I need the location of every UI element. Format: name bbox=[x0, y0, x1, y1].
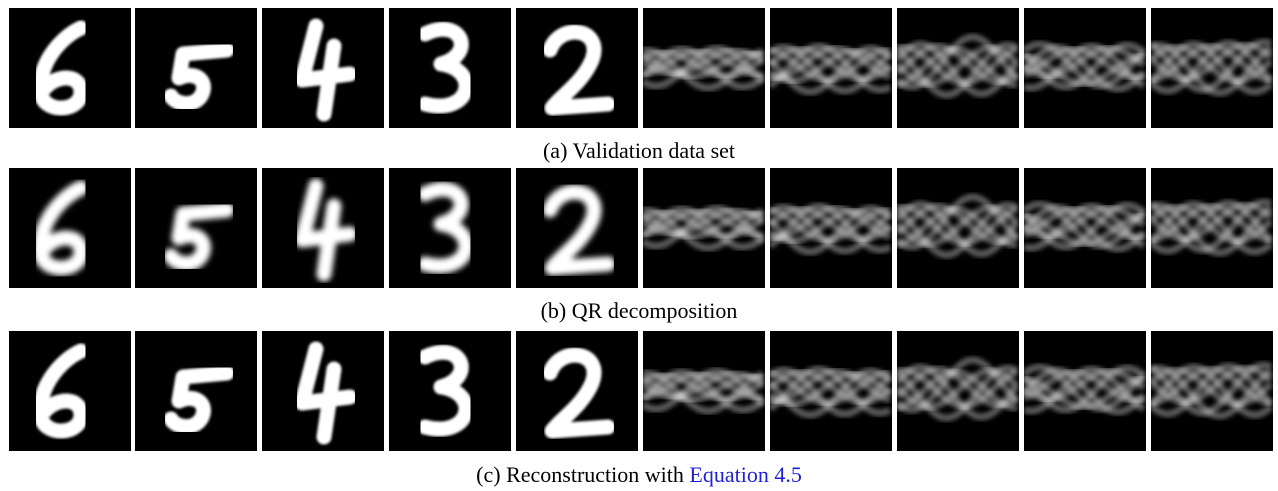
panel bbox=[643, 168, 765, 288]
panel bbox=[262, 8, 384, 128]
panel bbox=[1151, 331, 1273, 451]
panel bbox=[389, 8, 511, 128]
panel bbox=[770, 168, 892, 288]
panel bbox=[643, 331, 765, 451]
caption: (c) Reconstruction with Equation 4.5 bbox=[0, 462, 1278, 488]
panel bbox=[516, 168, 638, 288]
panel bbox=[389, 331, 511, 451]
panel-bg bbox=[135, 8, 257, 128]
figure bbox=[0, 0, 1278, 491]
caption: (a) Validation data set bbox=[0, 138, 1278, 164]
caption: (b) QR decomposition bbox=[0, 298, 1278, 324]
panel bbox=[1151, 8, 1273, 128]
panel bbox=[135, 8, 257, 128]
panel bbox=[262, 331, 384, 451]
panel bbox=[1151, 168, 1273, 288]
panel bbox=[135, 168, 257, 288]
panel bbox=[9, 168, 131, 288]
page: {"captions": [ {"text": "(a) Validation … bbox=[0, 0, 1278, 491]
panel bbox=[9, 331, 131, 451]
panel bbox=[1024, 331, 1146, 451]
panel bbox=[516, 331, 638, 451]
panel bbox=[770, 8, 892, 128]
panel bbox=[262, 168, 384, 288]
caption-text: (c) Reconstruction with bbox=[476, 462, 689, 487]
panel bbox=[135, 331, 257, 451]
panel bbox=[897, 168, 1019, 288]
panel bbox=[1024, 168, 1146, 288]
panel bbox=[643, 8, 765, 128]
panel bbox=[516, 8, 638, 128]
panel bbox=[1024, 8, 1146, 128]
panel-bg bbox=[135, 168, 257, 288]
panel-bg bbox=[135, 331, 257, 451]
panel bbox=[897, 8, 1019, 128]
panel bbox=[9, 8, 131, 128]
equation-link[interactable]: Equation 4.5 bbox=[689, 462, 801, 487]
panel bbox=[770, 331, 892, 451]
panel bbox=[389, 168, 511, 288]
panel bbox=[897, 331, 1019, 451]
